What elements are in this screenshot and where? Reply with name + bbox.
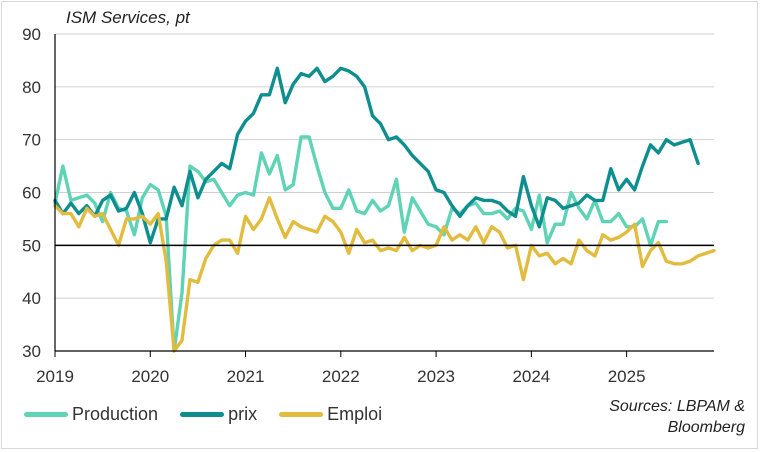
x-tick-label: 2025 xyxy=(608,367,646,386)
gridlines xyxy=(55,33,714,299)
legend-label-production: Production xyxy=(72,404,159,424)
legend-swatch-emploi xyxy=(279,412,324,417)
y-tick-label: 60 xyxy=(22,184,41,203)
x-tick-label: 2023 xyxy=(417,367,455,386)
legend-swatch-production xyxy=(24,412,68,417)
y-axis-ticks: 30 40 50 60 70 80 90 xyxy=(22,25,41,361)
legend: Production prix Emploi xyxy=(24,404,404,425)
series-line-production xyxy=(53,135,668,353)
x-tick-label: 2019 xyxy=(36,367,74,386)
legend-item-prix: prix xyxy=(180,404,257,425)
series-line-prix xyxy=(53,66,700,245)
x-tick-label: 2022 xyxy=(322,367,360,386)
x-tick-label: 2021 xyxy=(227,367,265,386)
axes xyxy=(54,34,714,352)
source-line-2: Bloomberg xyxy=(667,419,745,436)
series-line-emploi xyxy=(53,196,716,353)
legend-item-production: Production xyxy=(24,404,158,425)
x-tick-label: 2020 xyxy=(131,367,169,386)
source-note: Sources: LBPAM & Bloomberg xyxy=(609,396,745,438)
source-line-1: Sources: LBPAM & xyxy=(609,398,745,415)
y-tick-label: 70 xyxy=(22,131,41,150)
y-tick-label: 50 xyxy=(22,236,41,255)
x-tick-label: 2024 xyxy=(512,367,550,386)
y-tick-label: 90 xyxy=(22,25,41,44)
x-axis-ticks: 2019 2020 2021 2022 2023 2024 2025 xyxy=(36,351,646,386)
legend-label-emploi: Emploi xyxy=(327,404,383,424)
legend-swatch-prix xyxy=(180,412,225,417)
y-tick-label: 40 xyxy=(22,289,41,308)
legend-item-emploi: Emploi xyxy=(279,404,382,425)
y-tick-label: 30 xyxy=(22,342,41,361)
chart-title: ISM Services, pt xyxy=(66,8,190,27)
legend-label-prix: prix xyxy=(228,404,258,424)
y-tick-label: 80 xyxy=(22,78,41,97)
series-lines xyxy=(53,66,716,353)
